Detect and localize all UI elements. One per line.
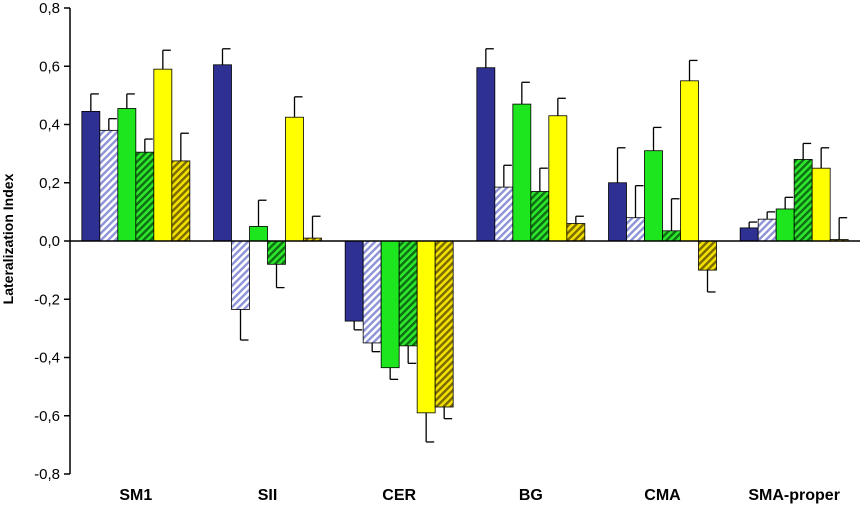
bar-cma-s4 <box>662 230 681 242</box>
y-tick-label: -0,6 <box>34 408 60 425</box>
y-tick-label: 0,2 <box>39 175 60 192</box>
bar-sma-proper-s4 <box>793 159 813 242</box>
y-axis-title: Lateralization Index <box>0 173 16 304</box>
category-label: BG <box>519 487 543 504</box>
category-labels: SM1 SII CER BG CMA SMA-proper <box>119 487 840 504</box>
y-tick-label: 0,4 <box>39 117 60 134</box>
bar-cer-s2 <box>362 240 382 344</box>
bar-bg-s1 <box>476 67 496 242</box>
y-tick-label: -0,8 <box>34 466 60 483</box>
bar-sm1-s2 <box>99 129 119 242</box>
category-label: SII <box>258 487 278 504</box>
y-tick-label: 0,0 <box>39 233 60 250</box>
bar-sma-proper-s1 <box>739 227 759 242</box>
category-label: SM1 <box>119 487 152 504</box>
bar-sma-proper-s3 <box>775 208 795 242</box>
bar-bg-s5 <box>548 115 568 242</box>
bar-cma-s5 <box>680 80 699 242</box>
y-tick-label: -0,4 <box>34 350 60 367</box>
y-tick-label: 0,6 <box>39 58 60 75</box>
bar-sm1-s4 <box>135 151 155 242</box>
y-tick-label: -0,2 <box>34 291 60 308</box>
bar-bg-s4 <box>530 191 550 242</box>
bar-sma-proper-s2 <box>757 218 777 242</box>
error-bar-group <box>90 48 848 443</box>
bar-sii-s3 <box>249 226 268 242</box>
bar-bg-s2 <box>494 186 514 242</box>
bar-sma-proper-s5 <box>811 167 831 242</box>
bar-cer-s6 <box>434 240 454 408</box>
bar-bg-s6 <box>566 223 586 242</box>
bar-sii-s2 <box>231 240 250 310</box>
category-label: SMA-proper <box>748 487 840 504</box>
y-axis-ticks: 0,8 0,6 0,4 0,2 0,0 -0,2 -0,4 -0,6 -0,8 <box>34 0 70 483</box>
bar-cma-s6 <box>698 240 717 271</box>
category-label: CMA <box>644 487 681 504</box>
bar-cma-s1 <box>608 182 627 242</box>
bar-cer-s5 <box>416 240 436 414</box>
bar-cer-s1 <box>344 240 364 322</box>
bar-sm1-s6 <box>171 160 191 242</box>
bar-cma-s2 <box>626 217 645 242</box>
bar-sii-s5 <box>285 116 304 242</box>
bar-sii-s4 <box>267 240 286 265</box>
bar-series-group <box>81 64 849 414</box>
bar-cer-s4 <box>398 240 418 347</box>
bar-cma-s3 <box>644 150 663 242</box>
bar-bg-s3 <box>512 103 532 242</box>
bar-cer-s3 <box>380 240 400 369</box>
y-tick-label: 0,8 <box>39 0 60 17</box>
bar-sii-s1 <box>213 64 232 242</box>
bar-sm1-s3 <box>117 108 137 242</box>
category-label: CER <box>382 487 416 504</box>
bar-sm1-s5 <box>153 68 173 242</box>
bar-sm1-s1 <box>81 110 101 242</box>
